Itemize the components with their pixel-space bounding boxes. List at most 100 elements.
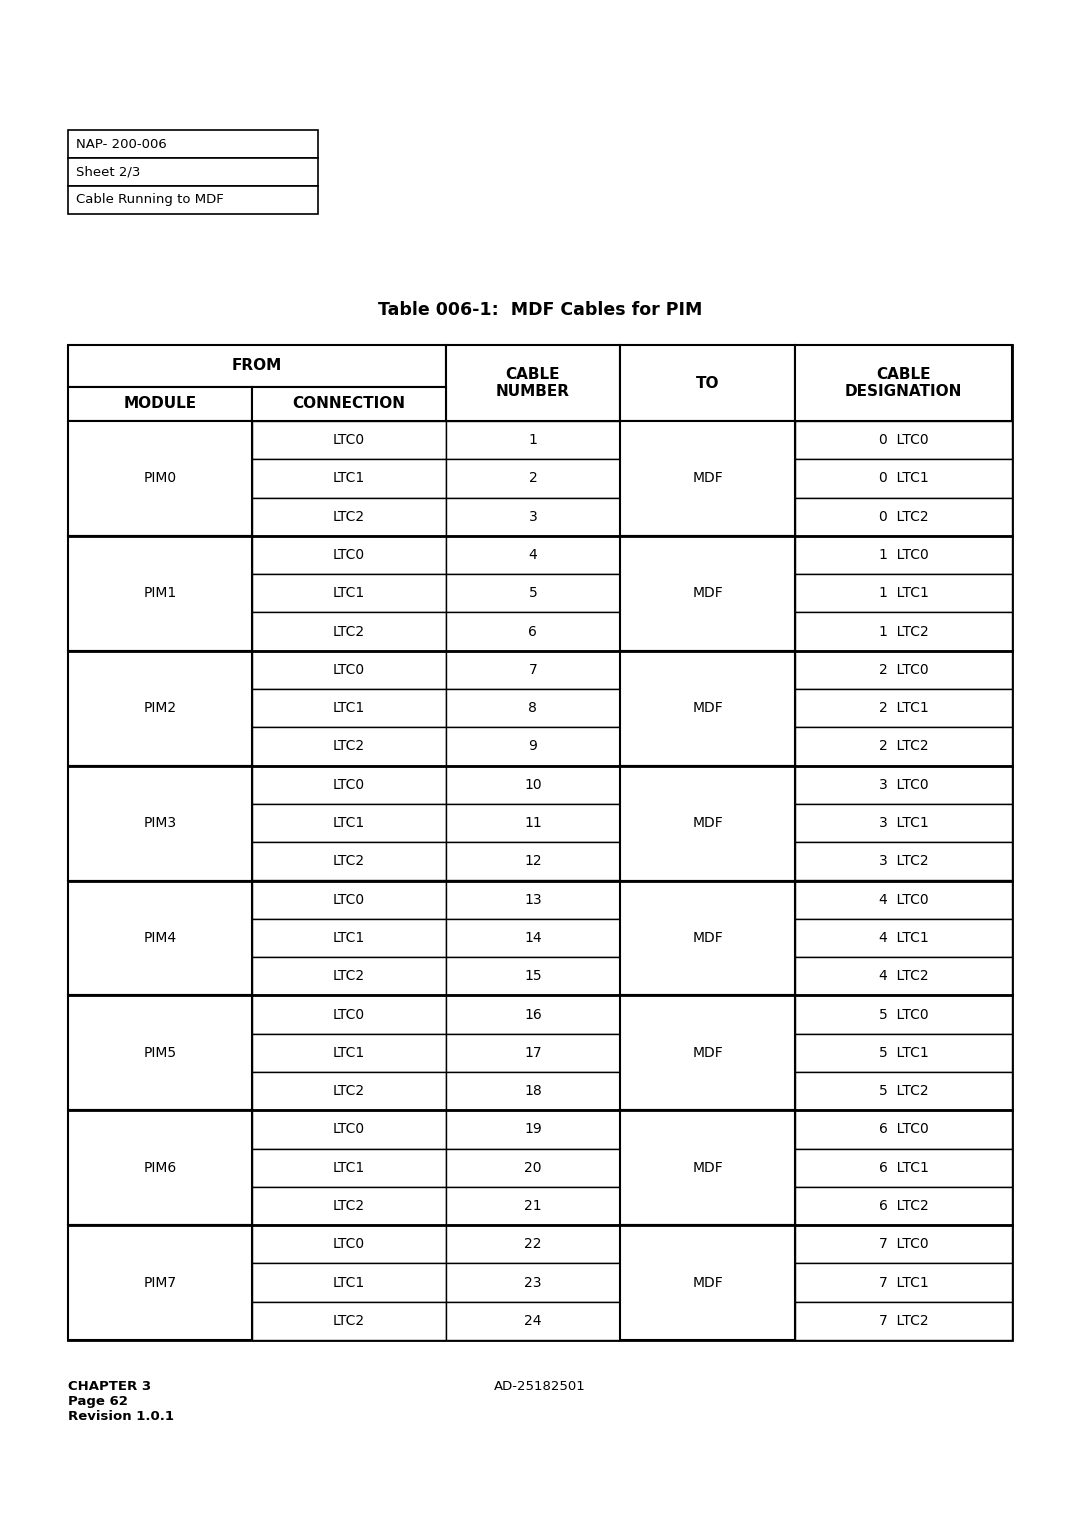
Text: MDF: MDF	[692, 1161, 723, 1175]
Text: PIM0: PIM0	[144, 472, 177, 486]
Text: 7: 7	[528, 663, 537, 677]
Bar	[252, 918, 446, 957]
Bar	[620, 1225, 795, 1340]
Text: 3: 3	[528, 510, 537, 524]
Text: 7  LTC1: 7 LTC1	[878, 1276, 929, 1290]
Bar	[252, 1033, 446, 1073]
Bar	[795, 498, 1012, 536]
Bar	[446, 345, 620, 422]
Bar	[252, 766, 446, 804]
Text: LTC0: LTC0	[333, 663, 365, 677]
Text: MDF: MDF	[692, 587, 723, 601]
Text: TO: TO	[696, 376, 719, 391]
Bar	[795, 1225, 1012, 1264]
Text: LTC1: LTC1	[333, 1045, 365, 1060]
Text: Cable Running to MDF: Cable Running to MDF	[76, 194, 224, 206]
Bar	[446, 689, 620, 727]
Text: LTC1: LTC1	[333, 587, 365, 601]
Bar	[446, 918, 620, 957]
Bar	[252, 460, 446, 498]
Bar	[795, 651, 1012, 689]
Bar	[252, 804, 446, 842]
Bar	[252, 651, 446, 689]
Text: MDF: MDF	[692, 1276, 723, 1290]
Text: Sheet 2/3: Sheet 2/3	[76, 165, 140, 179]
Bar	[795, 804, 1012, 842]
Text: LTC0: LTC0	[333, 432, 365, 448]
Text: PIM3: PIM3	[144, 816, 177, 830]
Text: 21: 21	[524, 1199, 542, 1213]
Text: 6  LTC0: 6 LTC0	[878, 1123, 929, 1137]
Text: MODULE: MODULE	[123, 396, 197, 411]
Text: LTC0: LTC0	[333, 549, 365, 562]
Text: 2  LTC2: 2 LTC2	[879, 740, 928, 753]
Text: NAP- 200-006: NAP- 200-006	[76, 138, 166, 150]
Bar	[446, 536, 620, 575]
Text: CONNECTION: CONNECTION	[293, 396, 405, 411]
Bar	[795, 575, 1012, 613]
Text: LTC2: LTC2	[333, 969, 365, 983]
Text: 16: 16	[524, 1007, 542, 1022]
Text: LTC0: LTC0	[333, 778, 365, 792]
Bar	[620, 880, 795, 995]
Bar	[252, 1225, 446, 1264]
Bar	[795, 613, 1012, 651]
Bar	[68, 995, 252, 1111]
Text: MDF: MDF	[692, 701, 723, 715]
Bar	[68, 157, 318, 186]
Text: 0  LTC2: 0 LTC2	[879, 510, 928, 524]
Text: 2  LTC0: 2 LTC0	[879, 663, 928, 677]
Text: 0  LTC1: 0 LTC1	[878, 472, 929, 486]
Text: LTC2: LTC2	[333, 1083, 365, 1099]
Bar	[795, 995, 1012, 1033]
Bar	[620, 1111, 795, 1225]
Bar	[795, 1187, 1012, 1225]
Bar	[446, 766, 620, 804]
Text: 1  LTC0: 1 LTC0	[878, 549, 929, 562]
Text: 8: 8	[528, 701, 538, 715]
Bar	[795, 1302, 1012, 1340]
Text: CABLE
NUMBER: CABLE NUMBER	[496, 367, 570, 399]
Bar	[795, 1149, 1012, 1187]
Bar	[68, 422, 252, 536]
Text: 5  LTC2: 5 LTC2	[879, 1083, 928, 1099]
Bar	[446, 498, 620, 536]
Text: LTC2: LTC2	[333, 854, 365, 868]
Text: 1  LTC1: 1 LTC1	[878, 587, 929, 601]
Bar	[252, 387, 446, 422]
Text: 6: 6	[528, 625, 538, 639]
Bar	[795, 918, 1012, 957]
Text: Table 006-1:  MDF Cables for PIM: Table 006-1: MDF Cables for PIM	[378, 301, 702, 319]
Text: MDF: MDF	[692, 1045, 723, 1060]
Bar	[68, 1111, 252, 1225]
Text: 3  LTC0: 3 LTC0	[879, 778, 928, 792]
Text: 0  LTC0: 0 LTC0	[879, 432, 928, 448]
Bar	[68, 536, 252, 651]
Bar	[252, 422, 446, 460]
Bar	[252, 689, 446, 727]
Text: 4  LTC1: 4 LTC1	[878, 931, 929, 944]
Text: 11: 11	[524, 816, 542, 830]
Text: 9: 9	[528, 740, 538, 753]
Text: FROM: FROM	[232, 359, 282, 373]
Bar	[252, 613, 446, 651]
Bar	[620, 766, 795, 880]
Text: 15: 15	[524, 969, 542, 983]
Bar	[252, 727, 446, 766]
Text: LTC1: LTC1	[333, 1161, 365, 1175]
Bar	[68, 387, 252, 422]
Bar	[446, 460, 620, 498]
Bar	[252, 1302, 446, 1340]
Text: LTC0: LTC0	[333, 1123, 365, 1137]
Text: LTC1: LTC1	[333, 816, 365, 830]
Bar	[446, 651, 620, 689]
Text: LTC1: LTC1	[333, 931, 365, 944]
Text: AD-25182501: AD-25182501	[495, 1380, 585, 1394]
Bar	[68, 880, 252, 995]
Text: CHAPTER 3
Page 62
Revision 1.0.1: CHAPTER 3 Page 62 Revision 1.0.1	[68, 1380, 174, 1423]
Bar	[620, 536, 795, 651]
Text: 6  LTC2: 6 LTC2	[878, 1199, 929, 1213]
Bar	[446, 1111, 620, 1149]
Bar	[252, 995, 446, 1033]
Bar	[446, 1187, 620, 1225]
